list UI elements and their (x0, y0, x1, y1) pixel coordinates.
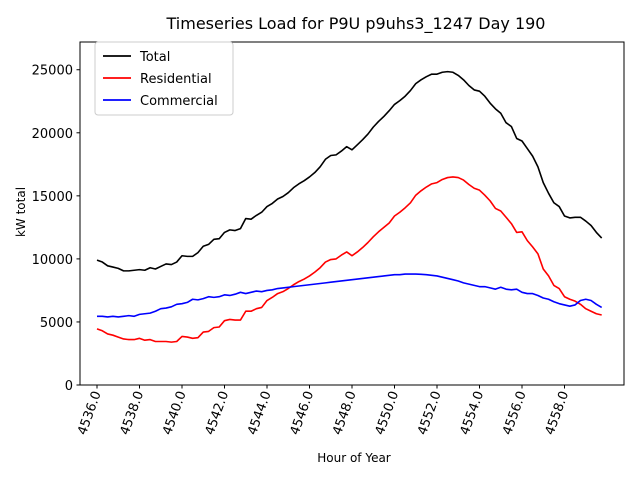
legend: Total Residential Commercial (94, 41, 234, 116)
legend-box (94, 41, 234, 116)
y-tick-label: 5000 (40, 316, 73, 331)
legend-label-commercial: Commercial (140, 94, 218, 109)
series-line-total (96, 70, 603, 272)
y-tick-label: 10000 (32, 253, 73, 268)
chart-title: Timeseries Load for P9U p9uhs3_1247 Day … (166, 14, 546, 34)
y-tick-label: 25000 (32, 64, 73, 79)
y-tick-label: 15000 (32, 190, 73, 205)
y-axis-label: kW total (14, 187, 28, 237)
legend-label-residential: Residential (140, 72, 212, 87)
y-tick-label: 20000 (32, 127, 73, 142)
y-axis: 0 5000 10000 15000 20000 25000 (32, 64, 80, 394)
series-lines (96, 70, 603, 343)
series-line-commercial (97, 273, 603, 318)
legend-label-total: Total (139, 50, 170, 65)
series-line-residential (96, 176, 602, 343)
x-axis-label: Hour of Year (317, 451, 391, 465)
y-tick-label: 0 (65, 379, 73, 394)
